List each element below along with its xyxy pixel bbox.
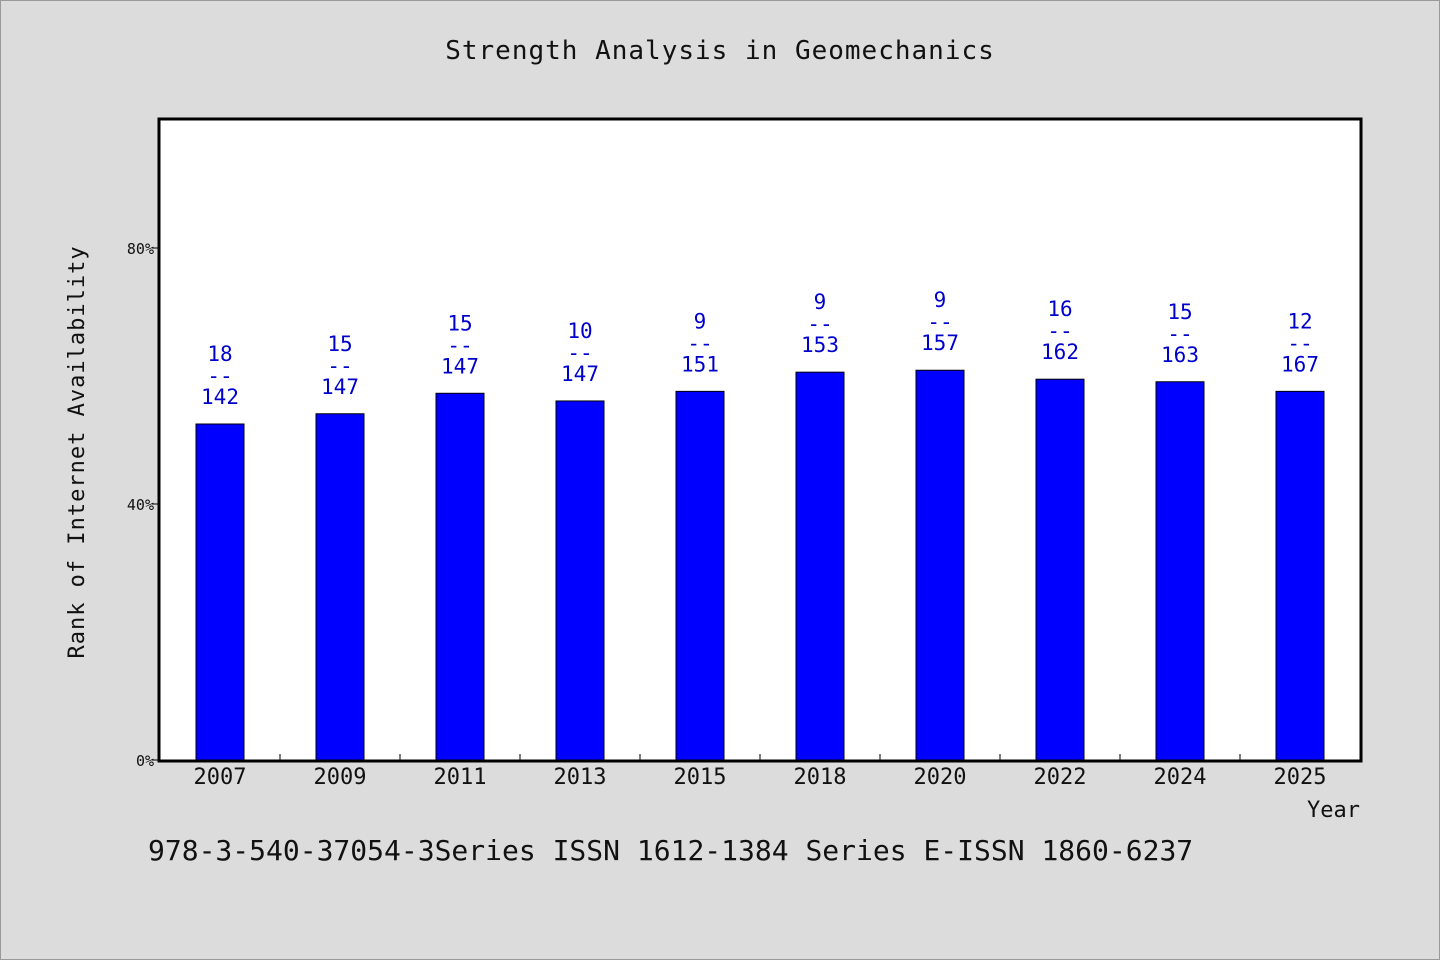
bar [795, 371, 845, 761]
y-axis-ticks: 0% 40% 80% [127, 240, 160, 770]
bar [315, 413, 365, 761]
bar-label-separator: -- [807, 312, 832, 336]
bars [195, 369, 1325, 761]
bar-data-label: 162--16 [1041, 297, 1079, 364]
bar [1275, 390, 1325, 761]
bar-label-numerator: 18 [207, 342, 232, 366]
bar-label-numerator: 9 [694, 309, 707, 333]
bar-label-separator: -- [1047, 319, 1072, 343]
bar-label-numerator: 10 [567, 319, 592, 343]
y-tick-label: 40% [127, 496, 154, 514]
x-tick-label: 2011 [434, 765, 487, 790]
y-tick-label: 0% [136, 752, 154, 770]
bar-data-label: 147--15 [321, 332, 359, 399]
x-tick-label: 2024 [1154, 765, 1207, 790]
bar-label-separator: -- [687, 331, 712, 355]
bar [1155, 381, 1205, 761]
bar-data-label: 142--18 [201, 342, 239, 409]
bar [435, 392, 485, 761]
x-tick-label: 2020 [914, 765, 967, 790]
bar-label-denominator: 142 [201, 385, 239, 409]
bar-data-label: 151--9 [681, 309, 719, 376]
bar-data-label: 163--15 [1161, 300, 1199, 367]
bar-label-separator: -- [207, 364, 232, 388]
bar-label-denominator: 167 [1281, 352, 1319, 376]
footer-isbn-text: 978-3-540-37054-3Series ISSN 1612-1384 S… [148, 834, 1194, 867]
bar [675, 390, 725, 761]
bar-label-separator: -- [927, 310, 952, 334]
x-axis-label: Year [1307, 798, 1360, 823]
bar-label-denominator: 147 [441, 354, 479, 378]
x-tick-label: 2015 [674, 765, 727, 790]
bar-label-denominator: 151 [681, 352, 719, 376]
bar-data-label: 147--15 [441, 311, 479, 378]
bar-label-denominator: 153 [801, 333, 839, 357]
bar [195, 423, 245, 761]
bar-label-numerator: 12 [1287, 309, 1312, 333]
bar-label-separator: -- [447, 333, 472, 357]
bar-label-numerator: 9 [814, 290, 827, 314]
x-tick-label: 2018 [794, 765, 847, 790]
bar-label-numerator: 15 [327, 332, 352, 356]
y-axis-label: Rank of Internet Availability [65, 245, 90, 658]
x-tick-label: 2009 [314, 765, 367, 790]
bar-label-denominator: 147 [321, 375, 359, 399]
bar-label-separator: -- [567, 341, 592, 365]
bar-data-label: 167--12 [1281, 309, 1319, 376]
x-tick-label: 2022 [1034, 765, 1087, 790]
bar-label-numerator: 9 [934, 288, 947, 312]
bar-label-denominator: 163 [1161, 343, 1199, 367]
bar-label-denominator: 147 [561, 362, 599, 386]
bar-data-label: 147--10 [561, 319, 599, 386]
bar-label-separator: -- [1287, 331, 1312, 355]
bar-label-numerator: 15 [447, 311, 472, 335]
bar-label-numerator: 16 [1047, 297, 1072, 321]
x-tick-label: 2013 [554, 765, 607, 790]
bar-label-denominator: 162 [1041, 340, 1079, 364]
bar-label-numerator: 15 [1167, 300, 1192, 324]
chart-title: Strength Analysis in Geomechanics [445, 36, 995, 66]
bar [555, 400, 605, 761]
bar-data-label: 153--9 [801, 290, 839, 357]
data-labels: 142--18147--15147--15147--10151--9153--9… [201, 288, 1319, 409]
x-tick-label: 2025 [1274, 765, 1327, 790]
bar-label-separator: -- [1167, 322, 1192, 346]
x-axis-ticks: 2007 2009 2011 2013 2015 2018 2020 2022 2024 2025 [194, 754, 1327, 790]
bar-label-denominator: 157 [921, 331, 959, 355]
bar-label-separator: -- [327, 354, 352, 378]
bar-data-label: 157--9 [921, 288, 959, 355]
bar [915, 369, 965, 761]
x-tick-label: 2007 [194, 765, 247, 790]
y-tick-label: 80% [127, 240, 154, 258]
bar [1035, 378, 1085, 761]
